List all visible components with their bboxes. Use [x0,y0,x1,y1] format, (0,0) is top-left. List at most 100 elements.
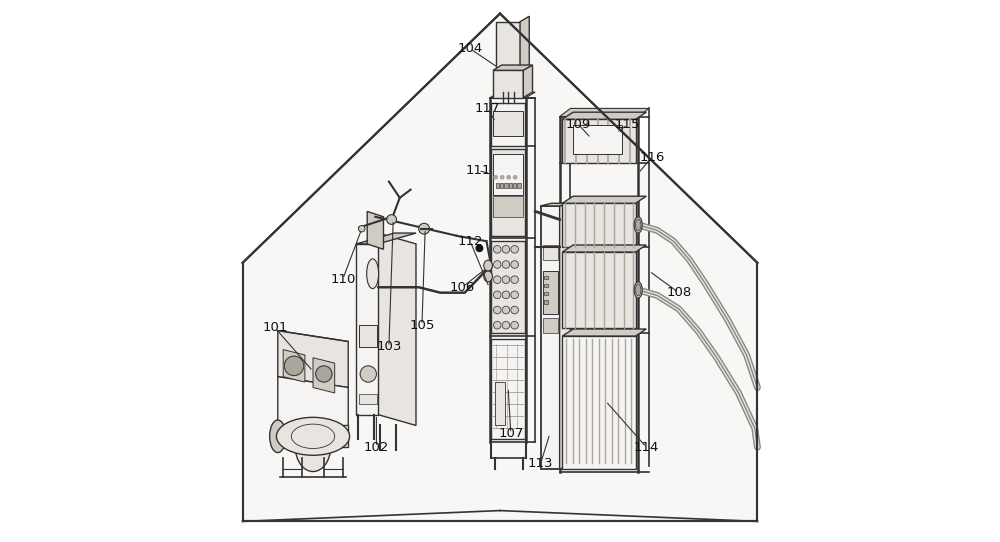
Polygon shape [278,425,348,447]
Circle shape [360,366,376,382]
Bar [543,318,558,333]
Polygon shape [491,339,525,439]
Polygon shape [356,233,416,244]
Circle shape [493,291,501,299]
Text: 109: 109 [566,118,591,131]
Polygon shape [367,211,383,249]
Circle shape [511,291,518,299]
Polygon shape [493,70,523,98]
Circle shape [511,321,518,329]
Ellipse shape [484,260,492,271]
Circle shape [493,261,501,268]
Polygon shape [560,203,570,469]
Ellipse shape [387,215,396,224]
Polygon shape [562,119,636,163]
Bar [500,183,503,188]
Text: 117: 117 [475,102,500,115]
Bar [493,154,523,195]
Circle shape [502,306,510,314]
Circle shape [507,176,510,179]
Ellipse shape [367,259,379,288]
Ellipse shape [270,420,286,453]
Circle shape [493,246,501,253]
Polygon shape [313,358,335,393]
Bar [509,183,512,188]
Circle shape [284,356,304,376]
Polygon shape [496,22,520,92]
Polygon shape [541,206,560,469]
Text: 105: 105 [409,319,435,332]
Circle shape [493,276,501,283]
Circle shape [501,176,504,179]
Polygon shape [523,65,533,98]
Circle shape [494,176,497,179]
Polygon shape [278,331,348,388]
Polygon shape [283,350,305,382]
Circle shape [502,321,510,329]
Bar [359,325,377,347]
Circle shape [502,261,510,268]
Polygon shape [491,149,525,236]
Polygon shape [562,112,646,119]
Polygon shape [491,241,525,333]
Circle shape [511,261,518,268]
Polygon shape [562,329,646,336]
Bar [496,183,499,188]
Circle shape [493,306,501,314]
Bar [359,394,377,404]
Circle shape [502,291,510,299]
Ellipse shape [636,219,641,231]
Bar [573,125,622,154]
Text: 115: 115 [615,118,640,131]
Bar [513,183,516,188]
Bar [504,183,508,188]
Text: 101: 101 [262,321,288,334]
Bar [495,382,505,425]
Ellipse shape [419,223,430,234]
Polygon shape [562,245,646,252]
Text: 114: 114 [634,441,659,454]
Text: 116: 116 [639,151,664,164]
Circle shape [514,176,517,179]
Circle shape [511,306,518,314]
Bar [517,183,521,188]
Ellipse shape [359,225,365,232]
Bar [544,292,548,295]
Polygon shape [491,103,525,146]
Circle shape [502,276,510,283]
Text: 108: 108 [666,286,691,299]
Ellipse shape [634,217,642,233]
Ellipse shape [484,271,492,282]
Text: 113: 113 [528,457,553,470]
Polygon shape [560,108,649,117]
Text: 112: 112 [457,235,483,248]
Polygon shape [562,252,636,328]
Text: 102: 102 [364,441,389,454]
Ellipse shape [276,417,350,455]
Text: 104: 104 [458,42,483,55]
Bar [493,196,523,217]
Ellipse shape [295,423,331,472]
Polygon shape [541,203,570,206]
Polygon shape [378,233,416,425]
Polygon shape [278,331,348,341]
Bar [543,271,558,314]
Polygon shape [520,16,529,92]
Polygon shape [356,244,378,415]
Polygon shape [243,14,757,521]
Ellipse shape [636,284,641,296]
Polygon shape [562,203,636,247]
Text: 103: 103 [376,340,402,353]
Ellipse shape [634,282,642,298]
Circle shape [493,321,501,329]
Circle shape [316,366,332,382]
Circle shape [502,246,510,253]
Bar [543,245,558,260]
Text: 106: 106 [449,281,475,294]
Text: 107: 107 [498,427,524,440]
Polygon shape [490,92,535,98]
Bar [544,300,548,304]
Bar [544,284,548,287]
Polygon shape [493,65,533,70]
Polygon shape [562,196,646,203]
